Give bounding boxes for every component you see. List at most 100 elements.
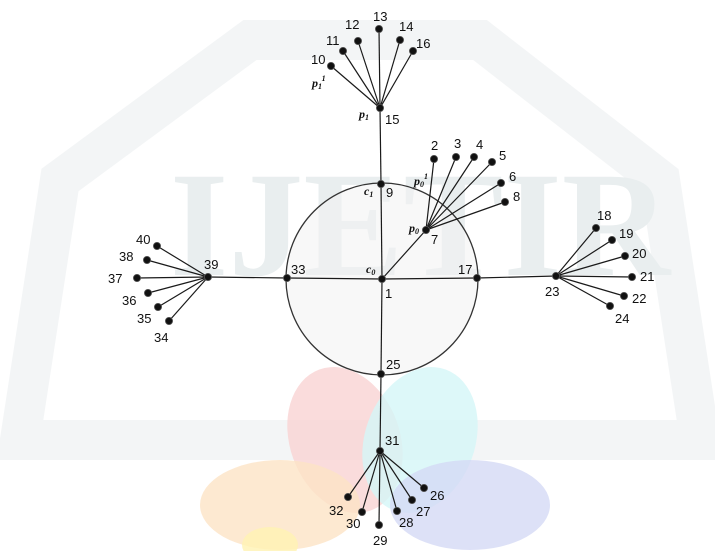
edge-23-19 (555, 239, 613, 277)
node-label-4: 4 (476, 137, 483, 152)
node-label-14: 14 (399, 19, 413, 34)
edge-31-32 (347, 450, 381, 498)
node-39 (203, 272, 212, 281)
node-4 (469, 152, 478, 161)
node-25 (376, 369, 385, 378)
symbol-p0: p0 (408, 221, 419, 236)
edge-15-16 (379, 50, 414, 109)
node-16 (408, 47, 417, 56)
node-label-16: 16 (416, 36, 430, 51)
node-label-12: 12 (345, 17, 359, 32)
node-label-11: 11 (326, 33, 340, 48)
node-label-21: 21 (640, 269, 654, 284)
edge-15-10 (330, 65, 381, 109)
edge-23-20 (555, 255, 626, 277)
node-label-15: 15 (385, 112, 399, 127)
edge-39-36 (147, 276, 209, 294)
symbol-c1: c1 (364, 184, 373, 199)
node-22 (620, 291, 629, 300)
node-label-40: 40 (136, 232, 150, 247)
node-label-7: 7 (431, 232, 438, 247)
node-label-19: 19 (619, 226, 633, 241)
node-32 (343, 492, 352, 501)
node-29 (374, 521, 383, 530)
node-12 (353, 37, 362, 46)
node-17 (472, 273, 481, 282)
edge-7-2 (425, 158, 435, 231)
edge-31-28 (379, 450, 398, 512)
node-27 (407, 495, 416, 504)
node-label-2: 2 (431, 138, 438, 153)
node-label-37: 37 (108, 271, 122, 286)
node-38 (142, 255, 151, 264)
node-label-22: 22 (632, 291, 646, 306)
edge-7-4 (425, 156, 475, 231)
node-10 (326, 62, 335, 71)
node-label-30: 30 (346, 516, 360, 531)
symbol-p1: p1 (358, 107, 369, 122)
node-labels: 12 3 4567891011121314151617181920212223242… (108, 9, 654, 548)
node-label-13: 13 (373, 9, 387, 24)
node-1 (377, 274, 386, 283)
edge-23-18 (555, 227, 597, 277)
node-26 (419, 483, 428, 492)
node-label-32: 32 (329, 503, 343, 518)
watermark-petal-yellow (242, 527, 298, 551)
node-31 (375, 446, 384, 455)
edge-15-12 (357, 40, 381, 109)
edge-31-26 (379, 450, 425, 489)
node-7 (421, 225, 430, 234)
symbol-c0: c0 (366, 262, 375, 277)
edge-1-17 (381, 277, 478, 280)
node-label-5: 5 (499, 148, 506, 163)
edge-39-38 (146, 259, 209, 278)
node-label-34: 34 (154, 330, 168, 345)
node-9 (376, 179, 385, 188)
watermark-petal-orange (200, 460, 360, 550)
node-28 (392, 506, 401, 515)
edge-39-35 (157, 276, 209, 308)
edge-1-7 (381, 229, 427, 280)
node-14 (395, 36, 404, 45)
edge-15-11 (342, 50, 381, 109)
edge-15-14 (379, 39, 401, 109)
node-label-17: 17 (458, 262, 472, 277)
node-3 (451, 152, 460, 161)
edge-1-9 (380, 183, 383, 280)
node-18 (592, 223, 601, 232)
node-label-8: 8 (513, 189, 520, 204)
node-33 (282, 273, 291, 282)
edge-23-22 (555, 275, 625, 297)
node-label-24: 24 (615, 311, 629, 326)
edge-15-13 (378, 28, 381, 109)
symbol-p11: p11 (311, 74, 326, 91)
node-label-38: 38 (119, 249, 133, 264)
node-2 (429, 154, 438, 163)
node-label-10: 10 (311, 52, 325, 67)
nodes (132, 24, 637, 530)
edge-23-21 (555, 275, 633, 278)
node-15 (375, 104, 384, 113)
node-11 (338, 47, 347, 56)
edge-31-27 (379, 450, 413, 501)
node-label-36: 36 (122, 293, 136, 308)
node-label-1: 1 (385, 286, 392, 301)
node-5 (487, 157, 496, 166)
node-8 (500, 197, 509, 206)
node-label-29: 29 (373, 533, 387, 548)
node-40 (152, 241, 161, 250)
node-35 (153, 302, 162, 311)
node-13 (374, 24, 383, 33)
node-label-9: 9 (386, 185, 393, 200)
node-label-3: 3 (454, 136, 461, 151)
edge-39-40 (156, 245, 209, 278)
node-24 (606, 301, 615, 310)
node-label-39: 39 (204, 257, 218, 272)
edge-31-30 (361, 450, 381, 513)
edge-23-24 (555, 275, 611, 307)
node-23 (552, 271, 561, 280)
node-34 (164, 316, 173, 325)
node-label-25: 25 (386, 357, 400, 372)
